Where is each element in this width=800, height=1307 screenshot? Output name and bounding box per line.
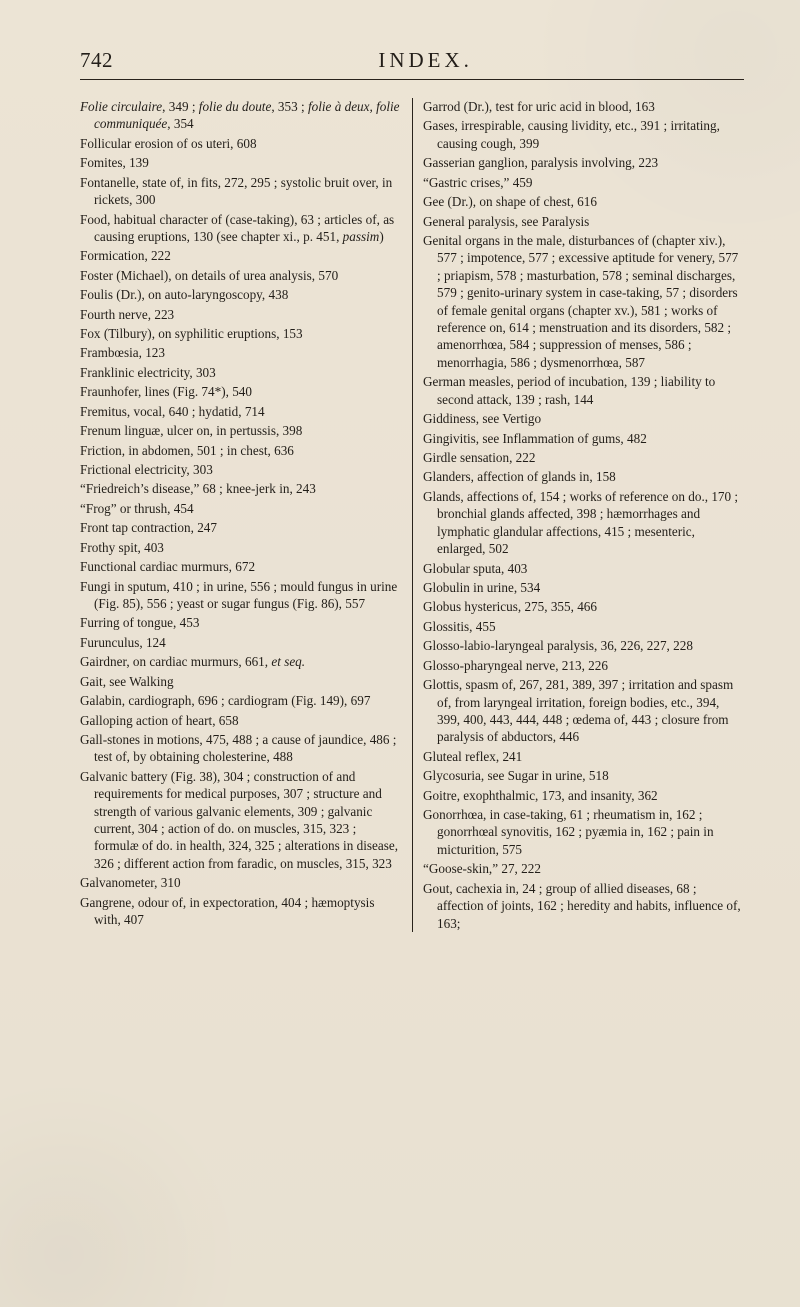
index-entry: Galloping action of heart, 658 [80,712,401,729]
header-spacer [738,48,744,73]
index-entry: Frenum linguæ, ulcer on, in pertussis, 3… [80,422,401,439]
index-entry: Globulin in urine, 534 [423,579,744,596]
index-entry: Food, habitual character of (case-taking… [80,211,401,246]
index-entry: Glosso-pharyngeal nerve, 213, 226 [423,657,744,674]
index-entry: Furunculus, 124 [80,634,401,651]
index-entry: Galabin, cardiograph, 696 ; cardiogram (… [80,692,401,709]
index-entry: Fraunhofer, lines (Fig. 74*), 540 [80,383,401,400]
index-entry: Goitre, exophthalmic, 173, and insanity,… [423,787,744,804]
index-entry: Giddiness, see Vertigo [423,410,744,427]
index-entry: Follicular erosion of os uteri, 608 [80,135,401,152]
index-entry: Glanders, affection of glands in, 158 [423,468,744,485]
index-entry: Fourth nerve, 223 [80,306,401,323]
index-entry: Folie circulaire, 349 ; folie du doute, … [80,98,401,133]
index-entry: Gairdner, on cardiac murmurs, 661, et se… [80,653,401,670]
index-entry: Girdle sensation, 222 [423,449,744,466]
index-entry: “Gastric crises,” 459 [423,174,744,191]
index-entry: Fontanelle, state of, in fits, 272, 295 … [80,174,401,209]
index-entry: Glosso-labio-laryngeal paralysis, 36, 22… [423,637,744,654]
index-entry: Fungi in sputum, 410 ; in urine, 556 ; m… [80,578,401,613]
index-entry: Garrod (Dr.), test for uric acid in bloo… [423,98,744,115]
index-entry: Furring of tongue, 453 [80,614,401,631]
index-entry: Fox (Tilbury), on syphilitic eruptions, … [80,325,401,342]
index-entry: Glossitis, 455 [423,618,744,635]
header-rule [80,79,744,80]
index-entry: General paralysis, see Paralysis [423,213,744,230]
index-entry: “Frog” or thrush, 454 [80,500,401,517]
index-entry: Gee (Dr.), on shape of chest, 616 [423,193,744,210]
index-entry: Franklinic electricity, 303 [80,364,401,381]
index-entry: Gluteal reflex, 241 [423,748,744,765]
index-entry: Foulis (Dr.), on auto-laryngoscopy, 438 [80,286,401,303]
index-entry: Formication, 222 [80,247,401,264]
index-entry: Frothy spit, 403 [80,539,401,556]
index-entry: Gingivitis, see Inflammation of gums, 48… [423,430,744,447]
index-entry: “Friedreich’s disease,” 68 ; knee-jerk i… [80,480,401,497]
index-entry: Gangrene, odour of, in expectoration, 40… [80,894,401,929]
index-entry: Genital organs in the male, disturbances… [423,232,744,371]
index-entry: German measles, period of incubation, 13… [423,373,744,408]
index-entry: Glottis, spasm of, 267, 281, 389, 397 ; … [423,676,744,746]
index-entry: Gonorrhœa, in case-taking, 61 ; rheumati… [423,806,744,858]
index-entry: Glycosuria, see Sugar in urine, 518 [423,767,744,784]
index-entry: Frambœsia, 123 [80,344,401,361]
index-entry: Gait, see Walking [80,673,401,690]
index-columns: Folie circulaire, 349 ; folie du doute, … [80,98,744,932]
index-entry: Gout, cachexia in, 24 ; group of allied … [423,880,744,932]
page-title: INDEX. [378,48,473,73]
index-entry: Fremitus, vocal, 640 ; hydatid, 714 [80,403,401,420]
running-head: 742 INDEX. [80,48,744,73]
page: 742 INDEX. Folie circulaire, 349 ; folie… [0,0,800,1307]
index-entry: Gall-stones in motions, 475, 488 ; a cau… [80,731,401,766]
index-entry: Friction, in abdomen, 501 ; in chest, 63… [80,442,401,459]
index-entry: Front tap contraction, 247 [80,519,401,536]
index-entry: “Goose-skin,” 27, 222 [423,860,744,877]
index-entry: Globular sputa, 403 [423,560,744,577]
index-entry: Glands, affections of, 154 ; works of re… [423,488,744,558]
index-entry: Galvanic battery (Fig. 38), 304 ; constr… [80,768,401,873]
index-entry: Globus hystericus, 275, 355, 466 [423,598,744,615]
index-entry: Foster (Michael), on details of urea ana… [80,267,401,284]
index-entry: Galvanometer, 310 [80,874,401,891]
index-entry: Gases, irrespirable, causing lividity, e… [423,117,744,152]
index-entry: Frictional electricity, 303 [80,461,401,478]
index-entry: Functional cardiac murmurs, 672 [80,558,401,575]
index-entry: Fomites, 139 [80,154,401,171]
page-number: 742 [80,48,113,73]
index-entry: Gasserian ganglion, paralysis involving,… [423,154,744,171]
